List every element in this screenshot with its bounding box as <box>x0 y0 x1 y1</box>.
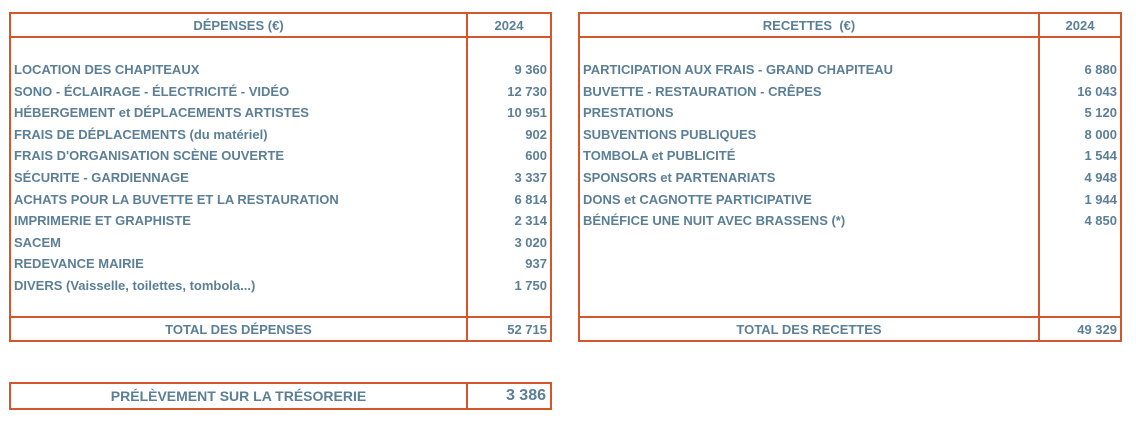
revenue-label: TOMBOLA et PUBLICITÉ <box>583 148 736 164</box>
revenues-header-label: RECETTES (€) <box>580 14 1040 36</box>
revenue-value: 4 850 <box>1084 213 1117 229</box>
revenues-labels-column: PARTICIPATION AUX FRAIS - GRAND CHAPITEA… <box>580 38 1040 316</box>
revenues-body: PARTICIPATION AUX FRAIS - GRAND CHAPITEA… <box>580 38 1120 318</box>
expenses-total-label: TOTAL DES DÉPENSES <box>11 318 468 340</box>
expenses-body: LOCATION DES CHAPITEAUX SONO - ÉCLAIRAGE… <box>11 38 550 318</box>
expense-value: 902 <box>525 126 547 142</box>
expense-label: SÉCURITE - GARDIENNAGE <box>14 169 189 185</box>
expense-value: 1 750 <box>514 277 547 293</box>
revenues-total-label: TOTAL DES RECETTES <box>580 318 1040 340</box>
expense-value: 3 337 <box>514 169 547 185</box>
revenues-total-row: TOTAL DES RECETTES 49 329 <box>580 318 1120 340</box>
revenues-values-column: 6 880 16 043 5 120 8 000 1 544 4 948 1 9… <box>1040 38 1120 316</box>
expenses-labels-column: LOCATION DES CHAPITEAUX SONO - ÉCLAIRAGE… <box>11 38 468 316</box>
expense-value: 6 814 <box>514 191 547 207</box>
treasury-withdrawal-label: PRÉLÈVEMENT SUR LA TRÉSORERIE <box>11 384 468 408</box>
expense-value: 12 730 <box>507 83 547 99</box>
expense-value: 937 <box>525 256 547 272</box>
expense-value: 3 020 <box>514 234 547 250</box>
treasury-withdrawal-box: PRÉLÈVEMENT SUR LA TRÉSORERIE 3 386 <box>9 382 552 410</box>
revenues-total-value: 49 329 <box>1077 321 1117 337</box>
expense-label: REDEVANCE MAIRIE <box>14 256 144 272</box>
expense-value: 10 951 <box>507 105 547 121</box>
expense-label: FRAIS D'ORGANISATION SCÈNE OUVERTE <box>14 148 285 164</box>
expense-value: 600 <box>525 148 547 164</box>
expense-label: SACEM <box>14 234 61 250</box>
revenue-label: PRESTATIONS <box>583 105 674 121</box>
expenses-total-row: TOTAL DES DÉPENSES 52 715 <box>11 318 550 340</box>
treasury-withdrawal-value: 3 386 <box>505 387 546 404</box>
revenue-label: SUBVENTIONS PUBLIQUES <box>583 126 757 142</box>
revenue-value: 6 880 <box>1084 62 1117 77</box>
expense-label: HÉBERGEMENT et DÉPLACEMENTS ARTISTES <box>14 105 309 121</box>
revenue-value: 8 000 <box>1084 126 1117 142</box>
expense-label: SONO - ÉCLAIRAGE - ÉLECTRICITÉ - VIDÉO <box>14 83 290 99</box>
revenues-header-row: RECETTES (€) 2024 <box>580 14 1120 38</box>
expenses-total-value: 52 715 <box>507 321 547 337</box>
expenses-table: DÉPENSES (€) 2024 LOCATION DES CHAPITEAU… <box>9 12 552 342</box>
expense-label: DIVERS (Vaisselle, toilettes, tombola...… <box>14 277 256 293</box>
revenue-value: 1 944 <box>1084 191 1117 207</box>
expenses-header-year: 2024 <box>494 17 524 33</box>
expense-value: 9 360 <box>514 62 547 77</box>
revenue-value: 16 043 <box>1077 83 1117 99</box>
revenue-label: BÉNÉFICE UNE NUIT AVEC BRASSENS (*) <box>583 213 846 229</box>
expense-label: ACHATS POUR LA BUVETTE ET LA RESTAURATIO… <box>14 191 339 207</box>
expenses-values-column: 9 360 12 730 10 951 902 600 3 337 6 814 … <box>468 38 550 316</box>
expense-label: IMPRIMERIE ET GRAPHISTE <box>14 213 191 229</box>
revenues-table: RECETTES (€) 2024 PARTICIPATION AUX FRAI… <box>578 12 1122 342</box>
revenues-header-year: 2024 <box>1065 17 1095 33</box>
revenue-label: SPONSORS et PARTENARIATS <box>583 169 776 185</box>
revenue-value: 5 120 <box>1084 105 1117 121</box>
expense-label: LOCATION DES CHAPITEAUX <box>14 62 200 77</box>
revenue-label: PARTICIPATION AUX FRAIS - GRAND CHAPITEA… <box>583 62 894 77</box>
revenue-label: DONS et CAGNOTTE PARTICIPATIVE <box>583 191 812 207</box>
expense-value: 2 314 <box>514 213 547 229</box>
expenses-header-row: DÉPENSES (€) 2024 <box>11 14 550 38</box>
revenue-value: 4 948 <box>1084 169 1117 185</box>
revenue-value: 1 544 <box>1084 148 1117 164</box>
expenses-header-label: DÉPENSES (€) <box>11 14 468 36</box>
expense-label: FRAIS DE DÉPLACEMENTS (du matériel) <box>14 126 268 142</box>
revenue-label: BUVETTE - RESTAURATION - CRÊPES <box>583 83 822 99</box>
